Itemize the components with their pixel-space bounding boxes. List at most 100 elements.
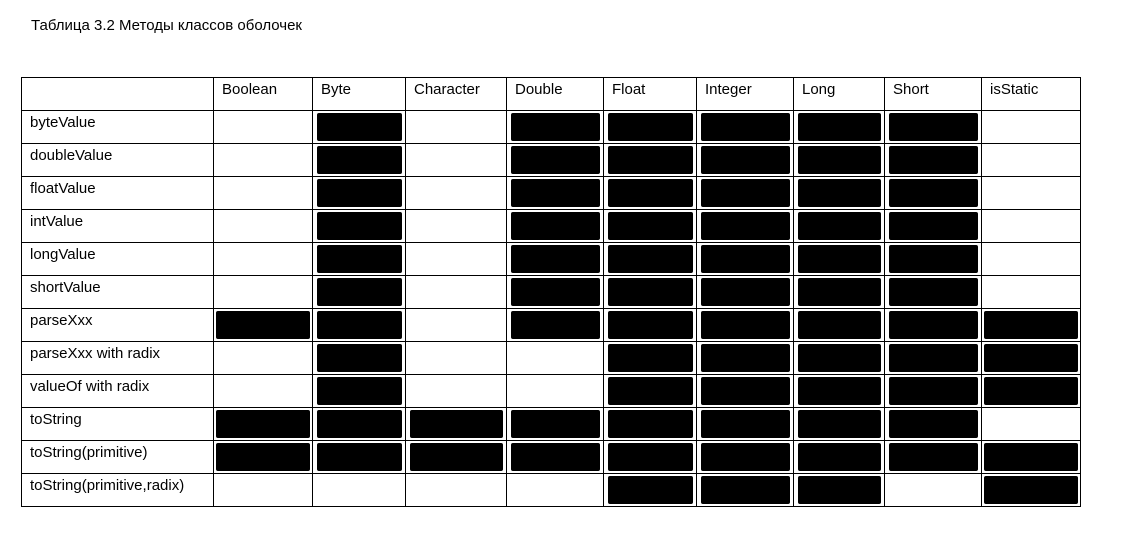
supported-cell — [981, 341, 1081, 375]
supported-cell — [506, 440, 604, 474]
table-row: floatValue — [21, 176, 1081, 210]
filled-marker — [701, 278, 790, 306]
table-row: valueOf with radix — [21, 374, 1081, 408]
row-header-cell: parseXxx with radix — [21, 341, 214, 375]
supported-cell — [696, 110, 794, 144]
supported-cell — [506, 110, 604, 144]
empty-cell — [981, 275, 1081, 309]
supported-cell — [793, 275, 885, 309]
empty-cell — [213, 176, 313, 210]
filled-marker — [984, 311, 1078, 339]
table-row: doubleValue — [21, 143, 1081, 177]
supported-cell — [312, 110, 406, 144]
method-name: longValue — [30, 246, 96, 263]
supported-cell — [603, 242, 697, 276]
filled-marker — [889, 410, 978, 438]
filled-marker — [317, 311, 402, 339]
filled-marker — [608, 311, 693, 339]
supported-cell — [603, 407, 697, 441]
method-name: floatValue — [30, 180, 96, 197]
filled-marker — [701, 311, 790, 339]
filled-marker — [798, 113, 881, 141]
column-header-label: Integer — [705, 81, 752, 98]
empty-cell — [213, 341, 313, 375]
supported-cell — [603, 308, 697, 342]
empty-cell — [884, 473, 982, 507]
filled-marker — [410, 443, 503, 471]
supported-cell — [696, 176, 794, 210]
filled-marker — [798, 476, 881, 504]
filled-marker — [889, 311, 978, 339]
corner-cell — [21, 77, 214, 111]
column-header-short: Short — [884, 77, 982, 111]
filled-marker — [216, 410, 310, 438]
supported-cell — [312, 275, 406, 309]
supported-cell — [506, 275, 604, 309]
method-name: byteValue — [30, 114, 96, 131]
supported-cell — [884, 374, 982, 408]
empty-cell — [405, 176, 507, 210]
supported-cell — [312, 176, 406, 210]
filled-marker — [511, 410, 600, 438]
filled-marker — [701, 476, 790, 504]
supported-cell — [405, 407, 507, 441]
filled-marker — [701, 245, 790, 273]
column-header-label: Byte — [321, 81, 352, 98]
empty-cell — [405, 275, 507, 309]
supported-cell — [793, 143, 885, 177]
column-header-byte: Byte — [312, 77, 406, 111]
supported-cell — [793, 242, 885, 276]
empty-cell — [405, 473, 507, 507]
column-header-boolean: Boolean — [213, 77, 313, 111]
filled-marker — [798, 377, 881, 405]
filled-marker — [798, 146, 881, 174]
empty-cell — [213, 143, 313, 177]
filled-marker — [317, 443, 402, 471]
supported-cell — [884, 440, 982, 474]
filled-marker — [608, 443, 693, 471]
supported-cell — [793, 110, 885, 144]
supported-cell — [884, 308, 982, 342]
empty-cell — [405, 308, 507, 342]
empty-cell — [981, 176, 1081, 210]
supported-cell — [696, 275, 794, 309]
filled-marker — [608, 377, 693, 405]
supported-cell — [312, 341, 406, 375]
supported-cell — [312, 374, 406, 408]
supported-cell — [213, 407, 313, 441]
supported-cell — [213, 440, 313, 474]
supported-cell — [696, 209, 794, 243]
row-header-cell: intValue — [21, 209, 214, 243]
filled-marker — [216, 311, 310, 339]
filled-marker — [889, 278, 978, 306]
filled-marker — [701, 113, 790, 141]
empty-cell — [213, 242, 313, 276]
column-header-label: Boolean — [222, 81, 278, 98]
empty-cell — [405, 110, 507, 144]
supported-cell — [603, 209, 697, 243]
supported-cell — [506, 209, 604, 243]
supported-cell — [884, 143, 982, 177]
empty-cell — [405, 209, 507, 243]
supported-cell — [312, 440, 406, 474]
method-name: intValue — [30, 213, 84, 230]
empty-cell — [506, 341, 604, 375]
table-row: byteValue — [21, 110, 1081, 144]
row-header-cell: toString(primitive) — [21, 440, 214, 474]
filled-marker — [511, 245, 600, 273]
filled-marker — [798, 443, 881, 471]
supported-cell — [884, 110, 982, 144]
column-header-integer: Integer — [696, 77, 794, 111]
supported-cell — [312, 143, 406, 177]
filled-marker — [608, 113, 693, 141]
filled-marker — [317, 113, 402, 141]
row-header-cell: doubleValue — [21, 143, 214, 177]
supported-cell — [793, 473, 885, 507]
supported-cell — [603, 473, 697, 507]
supported-cell — [884, 407, 982, 441]
supported-cell — [793, 176, 885, 210]
supported-cell — [405, 440, 507, 474]
filled-marker — [511, 212, 600, 240]
table-row: parseXxx with radix — [21, 341, 1081, 375]
empty-cell — [405, 341, 507, 375]
